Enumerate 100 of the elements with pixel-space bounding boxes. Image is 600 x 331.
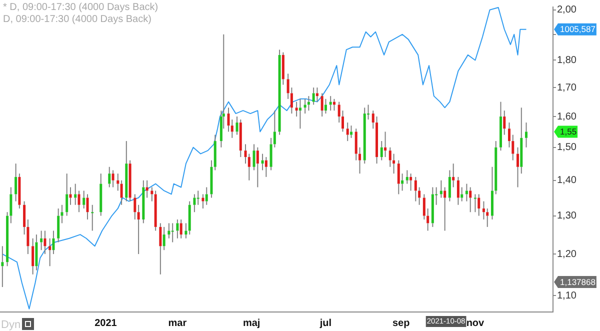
candlestick — [44, 230, 46, 255]
candlestick — [388, 146, 392, 168]
y-tick-label: 1,40 — [557, 175, 577, 186]
x-tick-label: maj — [242, 318, 260, 329]
text: Dyn — [1, 319, 21, 331]
candlestick — [78, 190, 80, 213]
candlestick — [128, 160, 132, 202]
candlestick — [205, 186, 208, 206]
candlestick — [112, 170, 114, 188]
y-tick-label: 1,80 — [557, 54, 577, 66]
candlestick — [116, 173, 120, 192]
candlestick — [286, 73, 290, 100]
candlestick — [180, 218, 182, 239]
candlestick — [512, 134, 514, 161]
candlestick — [66, 173, 68, 216]
candlestick — [376, 116, 378, 164]
candlestick — [176, 218, 179, 239]
y-tick-label: 1,60 — [557, 111, 577, 122]
candlestick — [346, 122, 349, 142]
candlestick — [184, 222, 188, 239]
annotation: * D, 09:00-17:30 (4000 Days Back) — [3, 2, 158, 13]
x-tick-label: sep — [392, 318, 410, 329]
candlestick — [380, 140, 383, 161]
candlestick — [278, 49, 281, 136]
candlestick — [74, 183, 77, 206]
candlestick — [227, 107, 230, 132]
candlestick — [40, 230, 43, 251]
candlestick — [525, 122, 528, 148]
candlestick — [426, 208, 430, 232]
candlestick — [401, 173, 404, 192]
candlestick — [32, 238, 34, 275]
candlestick — [146, 180, 148, 198]
y-tick-label: 1,10 — [557, 290, 577, 302]
candlestick — [264, 156, 268, 178]
y-tick-label: 1,50 — [557, 142, 577, 154]
candlestick — [214, 134, 216, 171]
candlestick — [298, 98, 302, 130]
candlestick — [494, 140, 498, 195]
candlestick — [508, 122, 510, 148]
y-tick-label: 1,30 — [557, 210, 577, 222]
candlestick — [137, 204, 140, 255]
candlestick — [474, 194, 476, 213]
candlestick — [460, 186, 464, 202]
candlestick — [82, 190, 86, 209]
candlestick — [320, 92, 324, 118]
candlestick — [499, 101, 502, 152]
candlestick — [282, 52, 284, 86]
candlestick — [350, 125, 352, 138]
candlestick — [516, 146, 520, 188]
candlestick — [159, 222, 162, 275]
x-tick-label: 2021 — [94, 318, 118, 329]
candlestick — [57, 208, 60, 243]
candlestick — [10, 186, 12, 224]
candlestick — [410, 173, 412, 192]
candlestick — [18, 173, 21, 209]
candlestick — [120, 180, 123, 206]
candlestick — [469, 186, 472, 213]
candlestick — [91, 204, 94, 232]
y-tick-label: 1,70 — [557, 82, 577, 94]
candlestick — [418, 186, 421, 206]
candlestick — [295, 101, 298, 118]
candlestick — [69, 186, 72, 206]
candlestick — [1, 246, 4, 288]
candlestick — [392, 153, 396, 174]
candlestick — [384, 131, 387, 158]
candlestick — [324, 98, 327, 114]
x-tick-label: nov — [466, 318, 485, 329]
candlestick — [304, 98, 306, 114]
candlestick — [244, 144, 247, 164]
candlestick — [125, 140, 128, 202]
candlestick — [150, 186, 154, 202]
candlestick — [239, 119, 242, 158]
candlestick — [248, 153, 250, 181]
candlestick — [35, 234, 38, 271]
candlestick — [358, 146, 362, 174]
candlestick — [171, 222, 174, 243]
candlestick — [520, 107, 523, 174]
candlestick — [193, 194, 196, 213]
annotation: D, 09:00-17:30 (4000 Days Back) — [3, 14, 152, 25]
candlestick — [230, 119, 234, 138]
candlestick — [48, 238, 52, 267]
candlestick — [142, 180, 145, 224]
y-tick-label: 1,20 — [557, 248, 577, 260]
candlestick — [422, 194, 426, 220]
candlestick — [162, 226, 166, 251]
candlestick — [452, 163, 455, 188]
candlestick — [316, 87, 318, 102]
candlestick — [414, 176, 417, 202]
x-tick-label: mar — [168, 318, 187, 329]
candlestick — [444, 186, 446, 232]
candlestick — [188, 200, 191, 236]
candlestick — [196, 190, 200, 206]
candlestick — [210, 160, 213, 198]
candlestick — [14, 163, 18, 202]
candlestick — [465, 183, 468, 202]
candlestick — [456, 176, 460, 206]
candlestick — [154, 190, 157, 232]
text: 1005,587 — [560, 24, 596, 34]
candlestick — [448, 170, 451, 202]
candlestick — [60, 204, 64, 224]
